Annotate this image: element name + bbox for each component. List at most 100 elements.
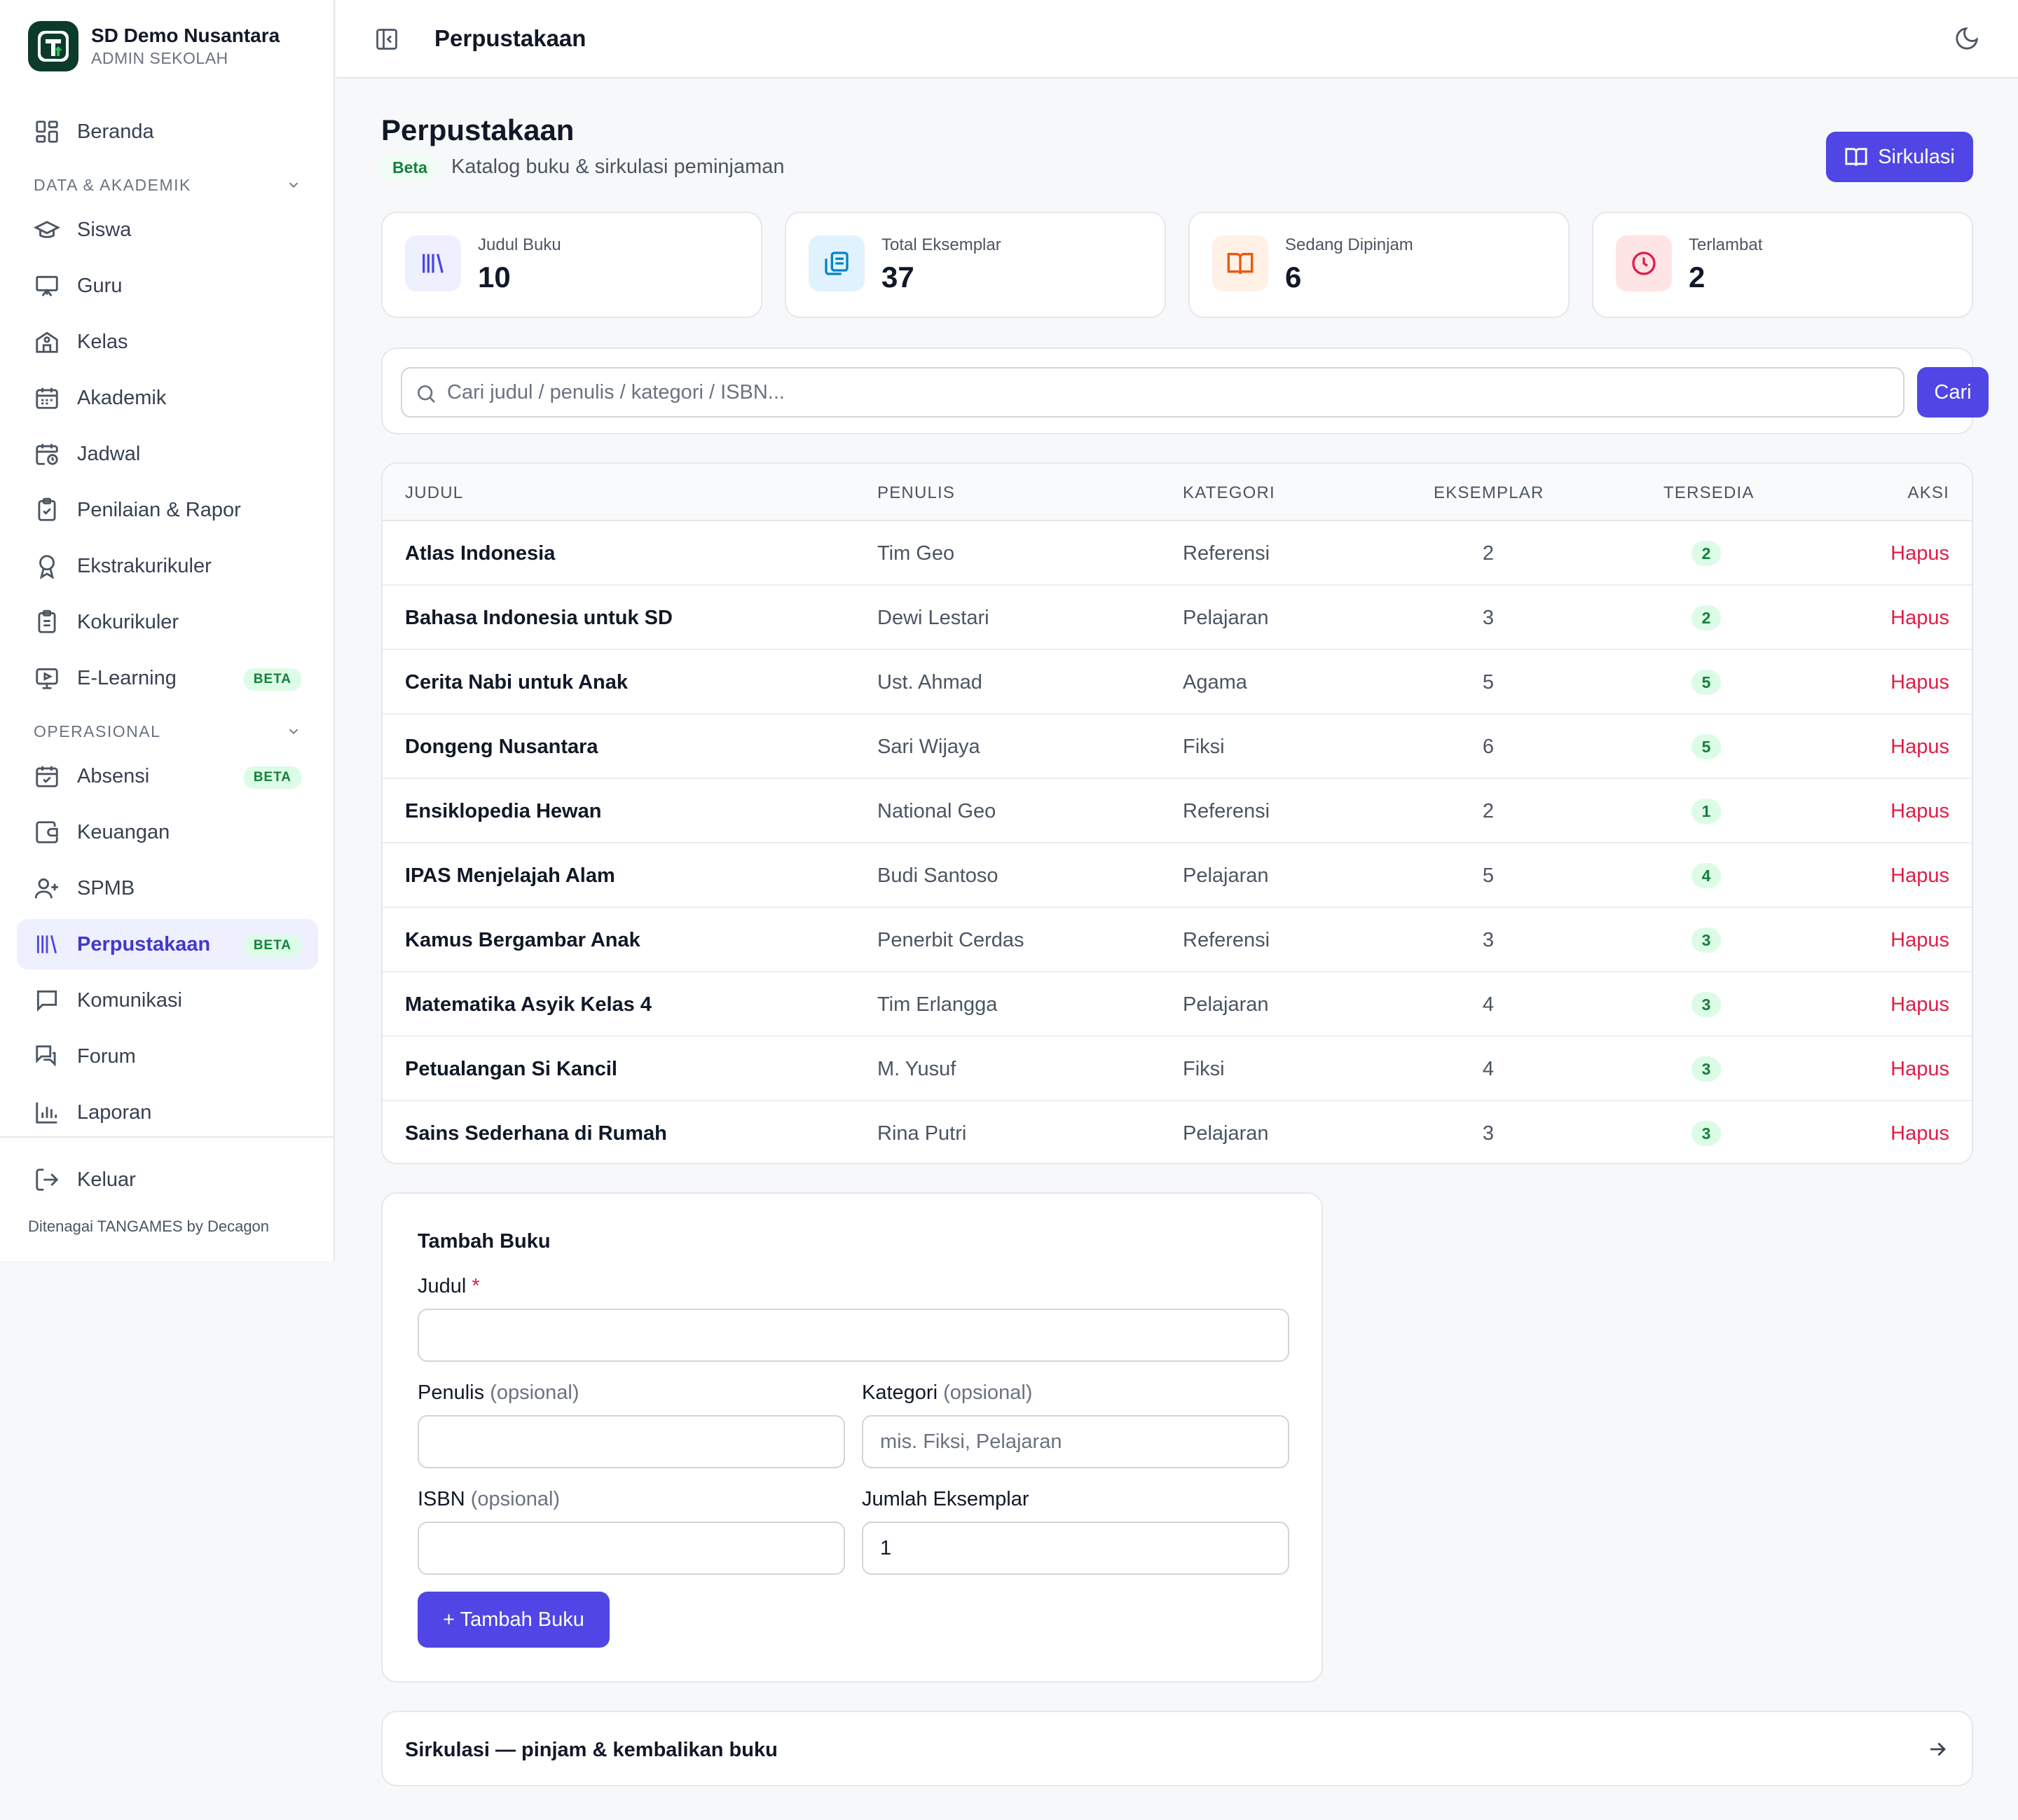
delete-button[interactable]: Hapus [1890,800,1949,822]
presentation-icon [36,275,58,297]
logout-button[interactable]: Keluar [17,1154,318,1205]
cell-copies: 2 [1482,542,1495,565]
cell-category: Pelajaran [1183,993,1269,1016]
available-badge: 3 [1691,928,1721,953]
sidebar-item-akademik[interactable]: Akademik [17,373,318,423]
cell-category: Pelajaran [1183,607,1269,629]
table-row: Bahasa Indonesia untuk SD Dewi Lestari Pel… [383,586,1972,650]
required-mark: * [472,1275,480,1297]
table-row: Sains Sederhana di Rumah Rina Putri Pelaja… [383,1101,1972,1163]
copy-icon [825,251,849,275]
stat-card-terlambat: Terlambat 2 [1592,212,1973,318]
sidebar: SD Demo Nusantara ADMIN SEKOLAH Beranda … [0,0,335,1261]
book-open-icon [1227,253,1254,275]
cell-author: Tim Erlangga [877,993,998,1016]
cell-copies: 6 [1482,736,1495,758]
sidebar-item-absensi[interactable]: Absensi BETA [17,751,318,801]
circulation-link[interactable]: Sirkulasi — pinjam & kembalikan buku [381,1711,1973,1786]
sidebar-item-jadwal[interactable]: Jadwal [17,429,318,479]
column-header-eksemplar[interactable]: EKSEMPLAR [1434,483,1544,502]
penulis-input[interactable] [418,1415,845,1468]
delete-button[interactable]: Hapus [1890,607,1949,629]
sidebar-item-penilaian-rapor[interactable]: Penilaian & Rapor [17,485,318,535]
delete-button[interactable]: Hapus [1890,542,1949,565]
sidebar-item-kelas[interactable]: Kelas [17,317,318,367]
sidebar-item-label: Guru [77,274,123,297]
available-badge: 5 [1691,734,1721,759]
message-square-icon [36,990,57,1012]
sidebar-item-label: E-Learning [77,666,177,689]
sidebar-item-siswa[interactable]: Siswa [17,205,318,255]
available-badge: 4 [1691,863,1721,888]
school-brand[interactable]: SD Demo Nusantara ADMIN SEKOLAH [28,21,280,71]
cell-author: Tim Geo [877,542,955,565]
cell-category: Referensi [1183,542,1270,565]
cell-category: Fiksi [1183,1058,1225,1080]
search-button[interactable]: Cari [1917,367,1989,418]
chevron-down-icon [289,182,298,188]
judul-label: Judul * [418,1275,480,1298]
search-input[interactable] [447,375,1890,409]
kategori-input[interactable] [862,1415,1289,1468]
sidebar-item-keuangan[interactable]: Keuangan [17,807,318,857]
section-operasional[interactable]: OPERASIONAL [34,717,301,745]
delete-button[interactable]: Hapus [1890,993,1949,1016]
jumlah-eksemplar-input[interactable] [862,1522,1289,1575]
sidebar-item-label: Laporan [77,1101,152,1124]
sidebar-item-beranda[interactable]: Beranda [17,106,318,157]
cell-category: Pelajaran [1183,1122,1269,1145]
judul-input[interactable] [418,1309,1289,1362]
optional-hint: (opsional) [943,1381,1033,1404]
cell-author: Dewi Lestari [877,607,989,629]
stat-label: Sedang Dipinjam [1285,235,1413,254]
sidebar-toggle-icon[interactable] [374,27,399,52]
sidebar-item-forum[interactable]: Forum [17,1031,318,1082]
cell-category: Fiksi [1183,736,1225,758]
sidebar-item-laporan[interactable]: Laporan [17,1087,318,1138]
sidebar-item-label: Akademik [77,386,167,409]
column-header-tersedia[interactable]: TERSEDIA [1663,483,1755,502]
user-plus-icon [34,878,58,899]
column-header-aksi: AKSI [1907,483,1949,502]
sidebar-item-komunikasi[interactable]: Komunikasi [17,975,318,1026]
delete-button[interactable]: Hapus [1890,1122,1949,1145]
beta-badge: BETA [243,935,301,957]
stat-icon-bg [809,235,865,291]
cell-category: Referensi [1183,929,1270,951]
add-book-button[interactable]: + Tambah Buku [418,1592,610,1648]
award-icon [39,555,55,579]
sidebar-item-guru[interactable]: Guru [17,261,318,311]
delete-button[interactable]: Hapus [1890,929,1949,951]
sirkulasi-button[interactable]: Sirkulasi [1826,132,1973,182]
delete-button[interactable]: Hapus [1890,864,1949,887]
column-header-penulis[interactable]: PENULIS [877,483,956,502]
delete-button[interactable]: Hapus [1890,671,1949,694]
cell-author: M. Yusuf [877,1058,956,1080]
moon-icon[interactable] [1954,25,1980,52]
penulis-label-text: Penulis [418,1381,485,1404]
table-row: IPAS Menjelajah Alam Budi Santoso Pelajara… [383,843,1972,908]
sidebar-item-spmb[interactable]: SPMB [17,863,318,914]
school-icon [36,331,58,353]
stat-value: 2 [1689,261,1705,294]
delete-button[interactable]: Hapus [1890,1058,1949,1080]
sidebar-item-ekstrakurikuler[interactable]: Ekstrakurikuler [17,541,318,591]
sidebar-item-label: Siswa [77,218,132,241]
sidebar-item-label: Beranda [77,120,154,143]
column-header-judul[interactable]: JUDUL [405,483,464,502]
cell-title: Bahasa Indonesia untuk SD [405,607,673,629]
stat-label: Total Eksemplar [881,235,1001,254]
column-header-kategori[interactable]: KATEGORI [1183,483,1275,502]
delete-button[interactable]: Hapus [1890,736,1949,758]
sidebar-item-perpustakaan[interactable]: Perpustakaan BETA [17,919,318,970]
sidebar-item-kokurikuler[interactable]: Kokurikuler [17,597,318,647]
search-box[interactable] [401,367,1904,418]
beta-badge: BETA [243,766,301,789]
sidebar-item-label: Absensi [77,764,150,787]
isbn-input[interactable] [418,1522,845,1575]
section-data-akademik[interactable]: DATA & AKADEMIK [34,171,301,199]
cell-author: Penerbit Cerdas [877,929,1024,951]
sidebar-item-e-learning[interactable]: E-Learning BETA [17,653,318,703]
cell-category: Agama [1183,671,1247,694]
cell-author: Sari Wijaya [877,736,980,758]
